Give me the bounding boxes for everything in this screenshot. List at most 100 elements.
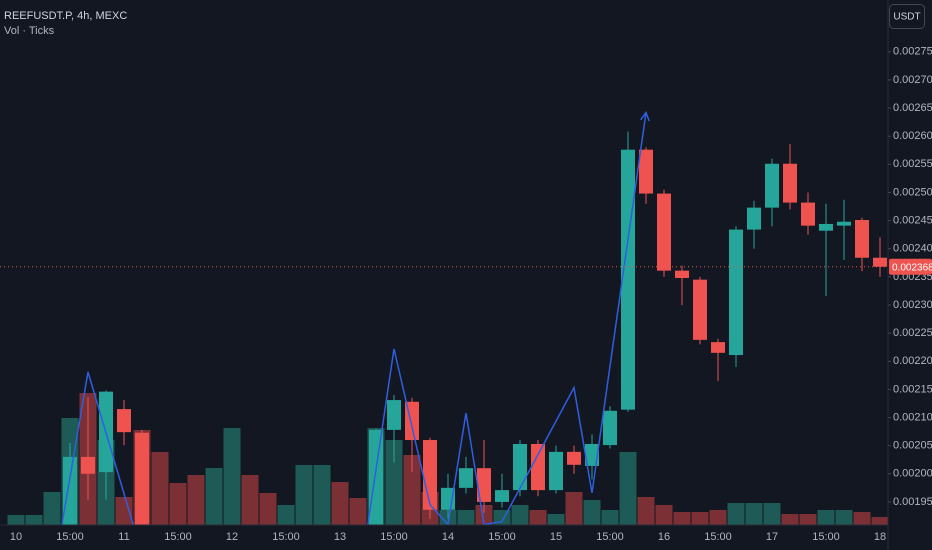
volume-bar (169, 483, 187, 525)
currency-button[interactable] (889, 4, 925, 29)
candle-body (675, 270, 689, 278)
x-tick-label: 15:00 (704, 531, 732, 543)
zigzag-arrowhead (640, 110, 650, 122)
candle-body (657, 193, 671, 271)
volume-bar (115, 497, 133, 525)
volume-bar (547, 514, 565, 525)
currency-button-label[interactable]: USDT (893, 12, 920, 23)
candle-body (531, 443, 545, 491)
volume-bar (565, 492, 583, 525)
candle-body (567, 451, 581, 465)
volume-bar (745, 503, 763, 525)
candle-body (477, 468, 491, 502)
candle-body (387, 400, 401, 430)
volume-bar (799, 514, 817, 525)
candle-body (801, 202, 815, 226)
x-tick-label: 15:00 (272, 531, 300, 543)
candle-body (81, 456, 95, 474)
candle-body (585, 443, 599, 466)
volume-bar (529, 510, 547, 525)
zigzag-line (61, 112, 647, 525)
x-tick-label: 12 (226, 531, 238, 543)
volume-bar (709, 510, 727, 525)
candle-body (855, 220, 869, 258)
x-tick-label: 15:00 (56, 531, 84, 543)
volume-bar (637, 497, 655, 525)
volume-bar (583, 500, 601, 525)
volume-bar (817, 510, 835, 525)
candle-body (837, 221, 851, 226)
candle-body (693, 279, 707, 340)
candle-body (819, 223, 833, 231)
x-tick-label: 11 (118, 531, 129, 543)
candle-body (711, 342, 725, 353)
volume-bar (241, 475, 259, 525)
volume-bar (601, 510, 619, 525)
x-tick-label: 16 (658, 531, 670, 543)
candle-body (747, 207, 761, 230)
x-tick-label: 15:00 (380, 531, 408, 543)
volume-bar (727, 503, 745, 525)
volume-bar (223, 428, 241, 525)
volume-bar (277, 505, 295, 525)
candle-body (63, 456, 77, 525)
volume-bar (151, 452, 169, 525)
volume-bar (673, 512, 691, 525)
last-price-label: 0.002368 (892, 262, 932, 273)
candle-body (495, 490, 509, 502)
volume-bar (205, 468, 223, 525)
volume-bar (295, 465, 313, 525)
volume-bar (691, 512, 709, 525)
x-tick-label: 15 (550, 531, 562, 543)
x-tick-label: 14 (442, 531, 454, 543)
volume-bar (475, 505, 493, 525)
volume-bar (43, 492, 61, 525)
volume-bar (511, 505, 529, 525)
plot-area (0, 110, 888, 525)
candle-body (729, 229, 743, 356)
x-tick-label: 15:00 (812, 531, 840, 543)
volume-bar (349, 498, 367, 525)
volume-bar (259, 493, 277, 525)
volume-bar (187, 475, 205, 525)
last-price-badge (889, 258, 932, 275)
x-tick-label: 10 (10, 531, 22, 543)
volume-bar (781, 514, 799, 525)
candle-body (549, 451, 563, 491)
volume-bar (619, 452, 637, 525)
x-tick-label: 17 (766, 531, 778, 543)
candle-body (117, 409, 131, 433)
volume-bar (385, 440, 403, 525)
indicator-label: Vol · Ticks (4, 25, 55, 37)
symbol-title: REEFUSDT.P, 4h, MEXC (4, 10, 127, 22)
volume-bar (313, 465, 331, 525)
candle-body (423, 440, 437, 510)
candle-body (639, 149, 653, 194)
candle-body (459, 468, 473, 488)
x-tick-label: 15:00 (596, 531, 624, 543)
volume-bar (835, 510, 853, 525)
candle-body (783, 163, 797, 203)
candle-body (765, 163, 779, 208)
x-tick-label: 15:00 (164, 531, 192, 543)
candle-body (873, 257, 887, 267)
volume-bar (25, 515, 43, 525)
candle-body (135, 432, 149, 525)
candle-body (369, 429, 383, 525)
candle-body (513, 443, 527, 491)
x-tick-label: 15:00 (488, 531, 516, 543)
volume-bar (457, 510, 475, 525)
